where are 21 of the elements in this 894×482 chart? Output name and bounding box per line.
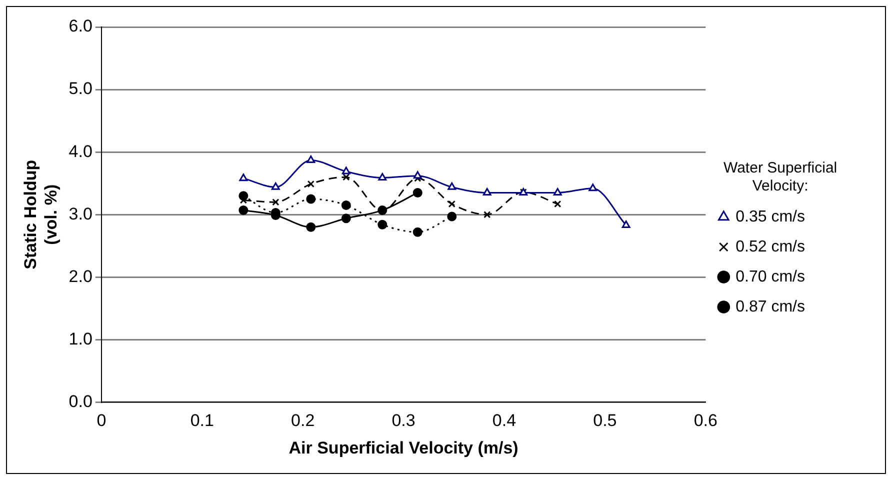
x-tick-label: 0 [96,411,106,430]
x-tick-label: 0.2 [291,411,315,430]
y-tick-label: 2.0 [68,266,92,286]
x-tick-label: 0.3 [392,411,416,430]
y-tick-label: 5.0 [68,79,92,98]
legend-label: 0.70 cm/s [736,268,805,286]
y-axis-title: Static Holdup (vol. %) [20,160,60,270]
x-tick-label: 0.1 [190,411,214,430]
y-tick-label: 0.0 [68,392,92,411]
y-tick-label: 1.0 [68,329,92,348]
x-tick-label: 0.4 [492,411,516,430]
y-tick-label: 3.0 [68,204,92,224]
x-axis-title: Air Superficial Velocity (m/s) [288,438,518,458]
x-tick-label: 0.5 [593,411,617,430]
y-tick-label: 4.0 [68,142,92,161]
legend-label: 0.35 cm/s [736,208,805,226]
legend-label: 0.52 cm/s [736,238,805,256]
legend-label: 0.87 cm/s [736,298,805,316]
legend-title: Water Superficial Velocity: [723,160,838,195]
x-tick-label: 0.6 [694,411,718,430]
y-tick-label: 6.0 [68,16,92,36]
